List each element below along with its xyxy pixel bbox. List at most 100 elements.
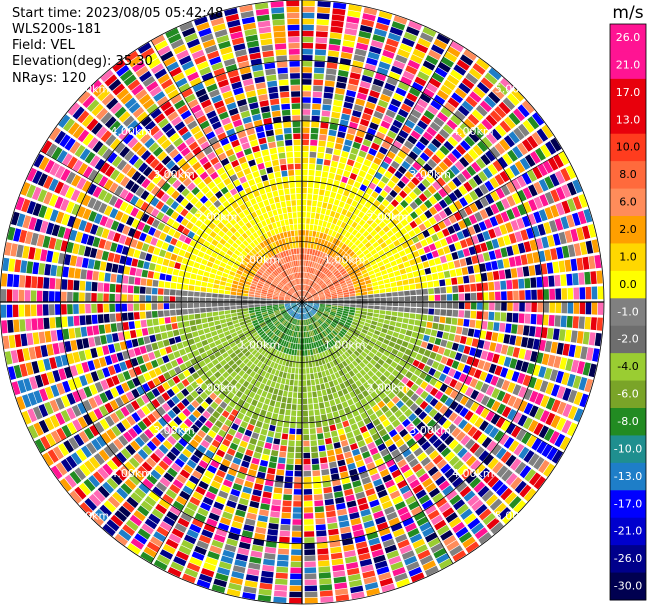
range-gate-cell [169,296,176,302]
range-gate-cell [264,372,271,379]
range-gate-cell [311,355,315,361]
range-gate-cell [477,253,485,263]
range-gate-cell [464,293,471,301]
range-gate-cell [522,201,532,214]
range-gate-cell [282,500,292,507]
range-gate-cell [383,217,391,225]
range-gate-cell [369,447,379,456]
range-gate-cell [522,374,532,387]
range-gate-cell [358,320,365,325]
range-gate-cell [324,86,334,93]
range-gate-cell [132,377,141,387]
range-gate-cell [167,378,176,388]
range-gate-cell [306,294,312,299]
range-gate-cell [232,457,242,465]
range-gate-cell [349,512,360,520]
range-gate-cell [229,341,237,348]
range-gate-cell [284,366,289,373]
range-gate-cell [22,348,31,361]
range-gate-cell [494,281,501,291]
range-gate-cell [34,248,42,261]
range-gate-cell [407,59,421,70]
range-gate-cell [361,75,373,84]
range-gate-cell [329,287,336,291]
range-gate-cell [350,304,356,308]
range-gate-cell [330,275,336,281]
range-gate-cell [297,410,302,417]
range-gate-cell [212,302,218,307]
range-gate-cell [119,255,127,265]
range-gate-cell [334,283,340,287]
range-gate-cell [489,291,495,301]
range-gate-cell [153,229,162,239]
range-gate-cell [320,239,325,246]
range-gate-cell [62,380,71,393]
range-gate-cell [307,325,310,331]
range-gate-cell [332,245,338,251]
range-gate-cell [582,331,590,345]
range-gate-cell [260,293,267,297]
range-gate-cell [419,167,429,177]
range-gate-cell [384,479,395,489]
range-gate-cell [504,269,512,279]
range-gate-cell [399,485,411,495]
range-gate-cell [380,302,386,306]
range-gate-cell [306,305,311,310]
range-gate-cell [51,224,60,237]
range-gate-cell [302,218,306,224]
range-gate-cell [408,458,419,468]
range-gate-cell [231,363,238,370]
range-gate-cell [288,385,294,392]
range-gate-cell [317,310,323,314]
range-gate-cell [248,294,255,297]
range-gate-cell [425,394,434,404]
range-gate-cell [380,533,393,542]
range-gate-cell [263,558,275,566]
range-gate-cell [434,380,443,390]
range-gate-cell [439,145,450,156]
range-gate-cell [66,241,74,253]
range-gate-cell [147,380,156,390]
range-gate-cell [304,537,315,543]
range-gate-cell [349,390,357,398]
range-gate-cell [72,217,82,230]
range-gate-cell [312,306,318,310]
range-gate-cell [508,112,521,126]
range-gate-cell [287,397,292,404]
range-gate-cell [311,308,317,313]
range-gate-cell [271,499,282,506]
range-gate-cell [325,297,332,300]
range-gate-cell [319,281,324,286]
range-gate-cell [259,383,266,390]
range-gate-cell [291,410,297,416]
range-gate-cell [306,279,310,285]
range-gate-cell [443,195,453,206]
range-gate-cell [267,293,273,296]
range-gate-cell [339,520,350,528]
range-gate-cell [303,307,306,314]
range-gate-cell [313,275,317,281]
range-gate-cell [527,213,537,226]
range-gate-cell [205,491,216,501]
range-gate-cell [269,286,275,290]
range-gate-cell [386,77,398,86]
range-gate-cell [315,277,320,283]
range-gate-cell [328,229,333,236]
range-gate-cell [308,267,311,273]
range-gate-cell [191,518,204,528]
range-gate-cell [152,377,161,387]
range-gate-cell [319,590,333,597]
range-gate-cell [449,494,462,506]
range-gate-cell [466,165,477,177]
range-gate-cell [246,423,255,432]
range-gate-cell [473,264,481,273]
range-gate-cell [179,348,187,356]
range-gate-cell [188,314,195,320]
range-gate-cell [347,282,353,287]
range-gate-cell [483,96,497,108]
range-gate-cell [480,395,490,406]
range-gate-cell [409,427,419,437]
range-gate-cell [287,367,292,373]
range-gate-cell [288,440,295,447]
range-gate-cell [418,411,428,420]
